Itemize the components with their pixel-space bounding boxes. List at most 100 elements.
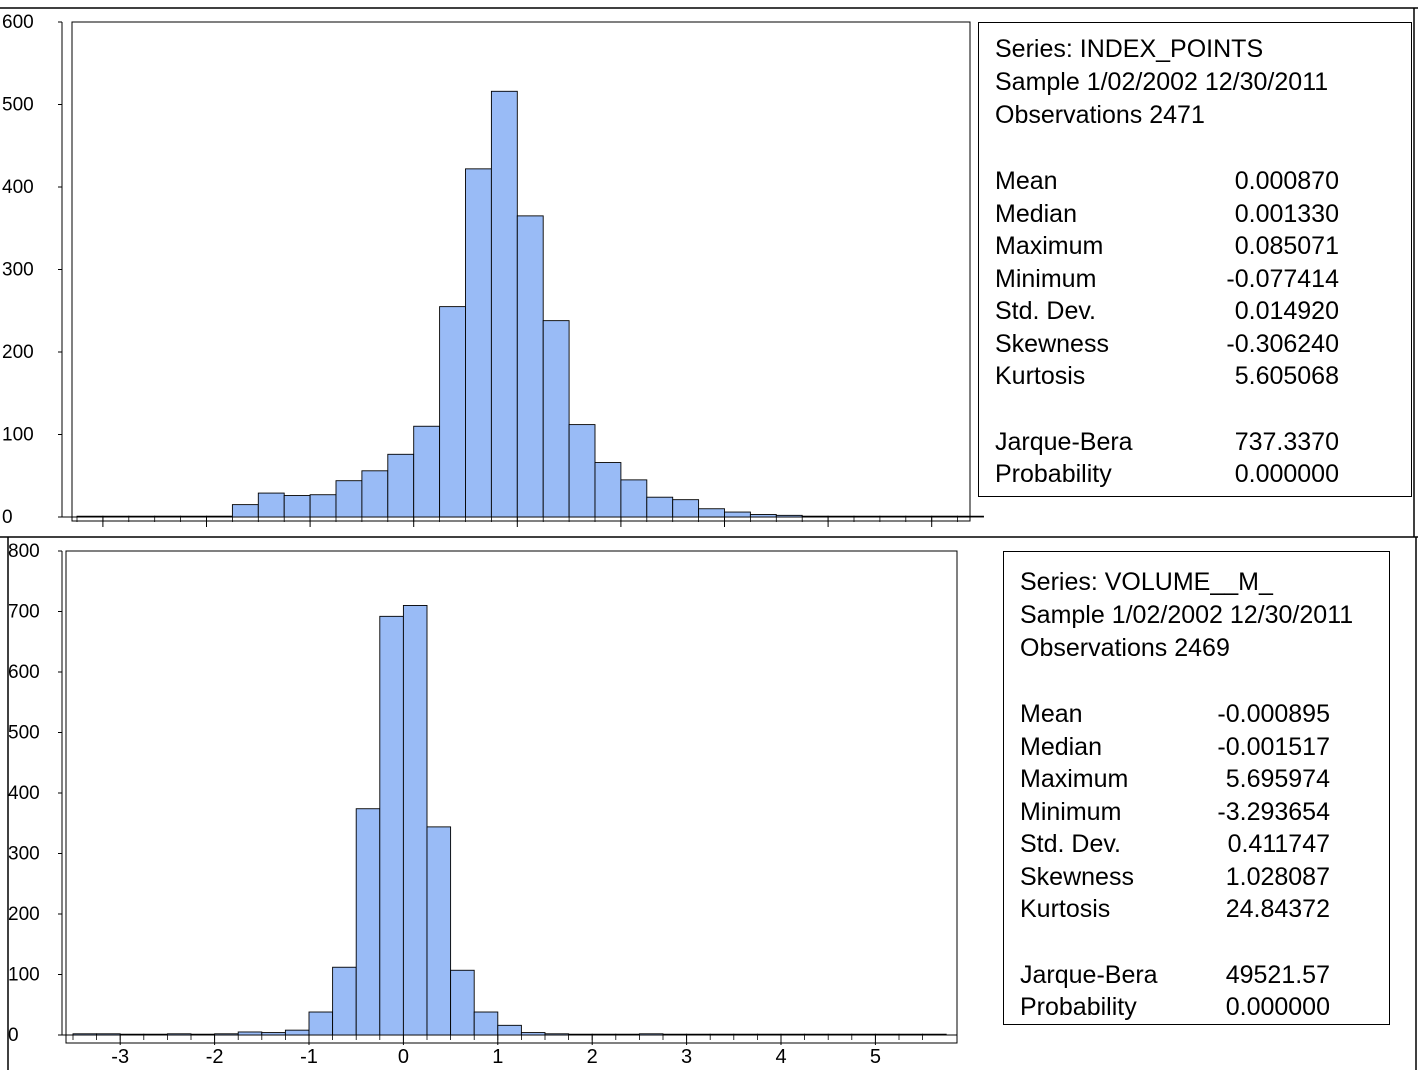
histogram-bar xyxy=(594,462,622,518)
stat-label: Jarque-Bera xyxy=(995,427,1133,456)
histogram-bar xyxy=(756,1033,782,1036)
x-tick-label: 2 xyxy=(587,1046,598,1068)
histogram-bar xyxy=(662,1033,688,1036)
sample-range: Sample 1/02/2002 12/30/2011 xyxy=(1020,601,1354,629)
histogram-bar xyxy=(361,470,389,518)
histogram-bar xyxy=(332,966,357,1036)
stat-value: -0.306240 xyxy=(1226,329,1339,358)
histogram-bar xyxy=(335,480,363,518)
histogram-bar xyxy=(119,1033,145,1036)
stat-row: Kurtosis 24.84372 xyxy=(1020,893,1353,926)
histogram-bar xyxy=(591,1033,617,1036)
stat-label: Median xyxy=(1020,732,1102,761)
y-tick-label: 400 xyxy=(2,177,34,198)
stat-rows: Mean -0.000895 Median -0.001517 Maximum 5.695… xyxy=(1020,698,1353,926)
histogram-bar xyxy=(672,499,700,518)
x-tick-label: -3 xyxy=(111,1046,129,1068)
y-tick-label: 300 xyxy=(2,260,34,281)
stat-row: Median 0.001330 xyxy=(995,198,1339,231)
histogram-bar xyxy=(520,1032,546,1036)
y-tick-label: 700 xyxy=(8,602,40,623)
x-tick-label: 3 xyxy=(681,1046,692,1068)
stat-label: Minimum xyxy=(1020,797,1122,826)
stat-value: 5.605068 xyxy=(1234,362,1339,390)
histogram-bar xyxy=(568,1033,593,1036)
histogram-bar xyxy=(96,1033,121,1036)
histogram-bar xyxy=(898,1033,924,1036)
y-tick-label: 800 xyxy=(8,541,40,562)
histogram-bar xyxy=(827,515,855,518)
series-name: Series: VOLUME__M_ xyxy=(1020,568,1273,596)
y-tick-label: 0 xyxy=(2,507,13,528)
stat-label: Maximum xyxy=(1020,765,1129,793)
stat-label: Std. Dev. xyxy=(995,297,1096,325)
histogram-bar xyxy=(402,605,428,1036)
stat-row: Maximum 0.085071 xyxy=(995,230,1339,263)
histogram-bar xyxy=(879,515,907,518)
histogram-bar xyxy=(775,514,803,518)
stat-row: Minimum -0.077414 xyxy=(995,263,1339,296)
stat-label: Std. Dev. xyxy=(1020,830,1121,858)
stat-row: Jarque-Bera 737.3370 xyxy=(995,426,1339,459)
stat-row: Probability 0.000000 xyxy=(1020,991,1353,1024)
histogram-bar xyxy=(257,492,285,518)
stat-label: Maximum xyxy=(995,232,1104,260)
stat-row: Mean 0.000870 xyxy=(995,165,1339,198)
observations: Observations 2471 xyxy=(995,101,1205,129)
y-tick-label: 0 xyxy=(8,1025,19,1046)
y-tick-label: 100 xyxy=(8,965,40,986)
histogram-bar xyxy=(874,1033,900,1036)
stat-value: -0.000895 xyxy=(1217,700,1330,728)
stat-value: 0.000870 xyxy=(1234,167,1339,195)
histogram-bar xyxy=(450,969,475,1036)
histogram-bar xyxy=(646,496,674,518)
histogram-bar xyxy=(544,1033,570,1036)
histogram-bar xyxy=(801,515,829,518)
histogram-bar xyxy=(922,1033,947,1036)
histogram-bar xyxy=(439,306,466,518)
stat-value: 0.000000 xyxy=(1234,460,1339,488)
histogram-bar xyxy=(72,1033,98,1036)
stat-label: Kurtosis xyxy=(1020,895,1111,923)
stat-row: Skewness -0.306240 xyxy=(995,328,1339,361)
stat-label: Jarque-Bera xyxy=(1020,960,1158,989)
histogram-bar xyxy=(143,1033,168,1036)
stat-row: Minimum -3.293654 xyxy=(1020,796,1353,829)
histogram-bar xyxy=(387,453,415,518)
histogram-bar xyxy=(516,215,544,518)
stat-row: Std. Dev. 0.411747 xyxy=(1020,828,1353,861)
y-tick-label: 200 xyxy=(2,342,34,363)
stats-panel-index-points: Series: INDEX_POINTS Sample 1/02/2002 12… xyxy=(978,22,1412,497)
x-tick-label: 0 xyxy=(398,1046,409,1068)
stat-label: Kurtosis xyxy=(995,362,1086,390)
stat-row: Std. Dev. 0.014920 xyxy=(995,295,1339,328)
histogram-bar xyxy=(542,320,570,518)
stat-value: 1.028087 xyxy=(1225,862,1330,891)
histogram-bar xyxy=(355,808,381,1036)
y-tick-label: 500 xyxy=(8,723,40,744)
histogram-bar xyxy=(568,424,596,518)
y-tick-label: 500 xyxy=(2,95,34,116)
stat-row: Kurtosis 5.605068 xyxy=(995,360,1339,393)
stat-value: 5.695974 xyxy=(1225,765,1330,793)
histogram-bar xyxy=(905,515,933,518)
histogram-bar xyxy=(490,90,518,518)
stat-value: 0.085071 xyxy=(1234,232,1339,260)
histogram-bar xyxy=(154,515,182,518)
histogram-bar xyxy=(780,1033,806,1036)
histogram-bar xyxy=(76,515,104,518)
x-tick-label: -2 xyxy=(206,1046,224,1068)
stat-row: Median -0.001517 xyxy=(1020,731,1353,764)
stat-label: Probability xyxy=(995,460,1112,488)
test-rows: Jarque-Bera 737.3370 Probability 0.000000 xyxy=(995,426,1339,491)
histogram-bar xyxy=(709,1033,735,1036)
stat-row: Maximum 5.695974 xyxy=(1020,763,1353,796)
histogram-bar xyxy=(379,615,404,1036)
histogram-bar xyxy=(686,1033,711,1036)
histogram-bar xyxy=(615,1033,640,1036)
stat-value: 737.3370 xyxy=(1234,427,1339,456)
plot-frame xyxy=(65,550,958,1044)
stat-rows: Mean 0.000870 Median 0.001330 Maximum 0.08507… xyxy=(995,165,1339,393)
stat-label: Mean xyxy=(995,167,1058,195)
